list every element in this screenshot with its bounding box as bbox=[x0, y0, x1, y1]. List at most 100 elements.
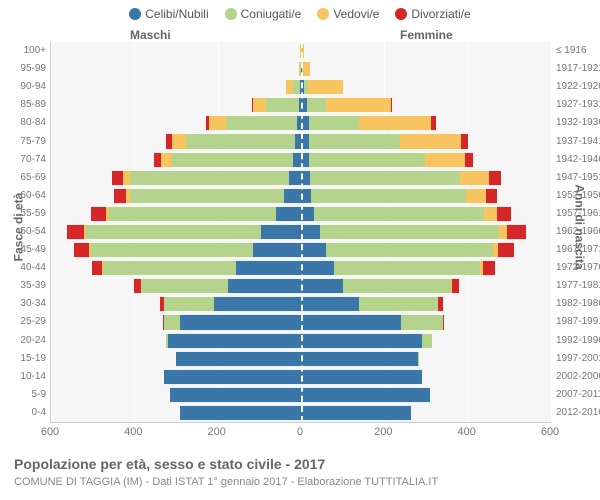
legend-item: Coniugati/e bbox=[225, 6, 302, 21]
female-bar bbox=[301, 387, 430, 403]
male-bar bbox=[112, 170, 301, 186]
bar-segment bbox=[141, 278, 229, 294]
age-label: 35-39 bbox=[8, 281, 46, 291]
bar-segment bbox=[311, 188, 465, 204]
male-bar bbox=[114, 188, 301, 204]
female-bar bbox=[301, 170, 501, 186]
bar-segment bbox=[461, 133, 469, 149]
bar-segment bbox=[284, 188, 301, 204]
age-label: 65-69 bbox=[8, 173, 46, 183]
male-bar bbox=[163, 314, 301, 330]
bar-segment bbox=[301, 278, 343, 294]
male-bar bbox=[170, 387, 301, 403]
bar-segment bbox=[130, 170, 288, 186]
bar-segment bbox=[498, 242, 515, 258]
bar-segment bbox=[301, 224, 320, 240]
bar-segment bbox=[301, 296, 359, 312]
male-bar bbox=[206, 115, 301, 131]
bar-segment bbox=[499, 224, 507, 240]
birth-year-label: 1977-1981 bbox=[556, 281, 600, 291]
bar-segment bbox=[214, 296, 302, 312]
birth-year-label: 1982-1986 bbox=[556, 299, 600, 309]
bar-segment bbox=[309, 152, 426, 168]
male-bar bbox=[160, 296, 301, 312]
age-label: 70-74 bbox=[8, 155, 46, 165]
female-bar bbox=[301, 369, 422, 385]
bar-segment bbox=[418, 351, 419, 367]
male-bar bbox=[252, 97, 301, 113]
x-tick: 400 bbox=[124, 426, 142, 438]
bar-segment bbox=[301, 333, 422, 349]
bar-segment bbox=[391, 97, 393, 113]
birth-year-label: 1932-1936 bbox=[556, 118, 600, 128]
bar-segment bbox=[266, 97, 299, 113]
bar-segment bbox=[180, 314, 301, 330]
birth-year-label: 2007-2011 bbox=[556, 390, 600, 400]
bar-segment bbox=[489, 170, 501, 186]
bar-segment bbox=[236, 260, 301, 276]
x-tick: 200 bbox=[207, 426, 225, 438]
male-bar bbox=[134, 278, 301, 294]
female-bar bbox=[301, 333, 432, 349]
female-bar bbox=[301, 405, 411, 421]
bar-segment bbox=[289, 170, 302, 186]
bar-segment bbox=[486, 188, 498, 204]
age-label: 85-89 bbox=[8, 100, 46, 110]
bar-segment bbox=[507, 224, 526, 240]
female-title: Femmine bbox=[400, 28, 453, 42]
legend-swatch bbox=[317, 8, 329, 20]
bar-segment bbox=[483, 260, 496, 276]
bar-segment bbox=[465, 152, 473, 168]
bar-segment bbox=[86, 224, 261, 240]
age-label: 55-59 bbox=[8, 209, 46, 219]
age-label: 45-49 bbox=[8, 245, 46, 255]
legend-item: Divorziati/e bbox=[395, 6, 470, 21]
bar-segment bbox=[172, 152, 293, 168]
male-bar bbox=[176, 351, 301, 367]
female-bar bbox=[301, 133, 468, 149]
birth-year-label: 2002-2006 bbox=[556, 372, 600, 382]
birth-year-label: 1962-1966 bbox=[556, 227, 600, 237]
bar-segment bbox=[176, 351, 301, 367]
bar-segment bbox=[466, 188, 486, 204]
male-bar bbox=[67, 224, 301, 240]
male-bar bbox=[164, 369, 302, 385]
legend-swatch bbox=[129, 8, 141, 20]
female-bar bbox=[301, 152, 473, 168]
plot bbox=[50, 42, 551, 423]
female-bar bbox=[301, 79, 343, 95]
bar-segment bbox=[301, 369, 422, 385]
birth-year-label: 1917-1921 bbox=[556, 64, 600, 74]
female-bar bbox=[301, 296, 443, 312]
legend-item: Celibi/Nubili bbox=[129, 6, 208, 21]
male-bar bbox=[154, 152, 301, 168]
female-bar bbox=[301, 351, 418, 367]
bar-segment bbox=[301, 314, 401, 330]
x-tick: 200 bbox=[374, 426, 392, 438]
chart-container: Celibi/Nubili Coniugati/e Vedovi/e Divorzia… bbox=[0, 0, 600, 500]
birth-year-label: 1967-1971 bbox=[556, 245, 600, 255]
gridline bbox=[551, 42, 552, 422]
birth-year-label: 1927-1931 bbox=[556, 100, 600, 110]
age-label: 0-4 bbox=[8, 408, 46, 418]
bar-segment bbox=[343, 278, 451, 294]
legend-label: Coniugati/e bbox=[241, 7, 302, 21]
legend-item: Vedovi/e bbox=[317, 6, 379, 21]
bar-segment bbox=[309, 115, 359, 131]
bar-segment bbox=[438, 296, 442, 312]
female-bar bbox=[301, 278, 459, 294]
age-label: 80-84 bbox=[8, 118, 46, 128]
legend-label: Celibi/Nubili bbox=[145, 7, 208, 21]
bar-segment bbox=[359, 115, 432, 131]
male-bar bbox=[74, 242, 301, 258]
bar-segment bbox=[334, 260, 480, 276]
birth-year-label: 1957-1961 bbox=[556, 209, 600, 219]
female-bar bbox=[301, 242, 514, 258]
bar-segment bbox=[114, 188, 126, 204]
female-bar bbox=[301, 188, 497, 204]
female-bar bbox=[301, 314, 444, 330]
bar-segment bbox=[154, 152, 162, 168]
age-label: 90-94 bbox=[8, 82, 46, 92]
bar-segment bbox=[307, 97, 326, 113]
age-label: 25-29 bbox=[8, 317, 46, 327]
